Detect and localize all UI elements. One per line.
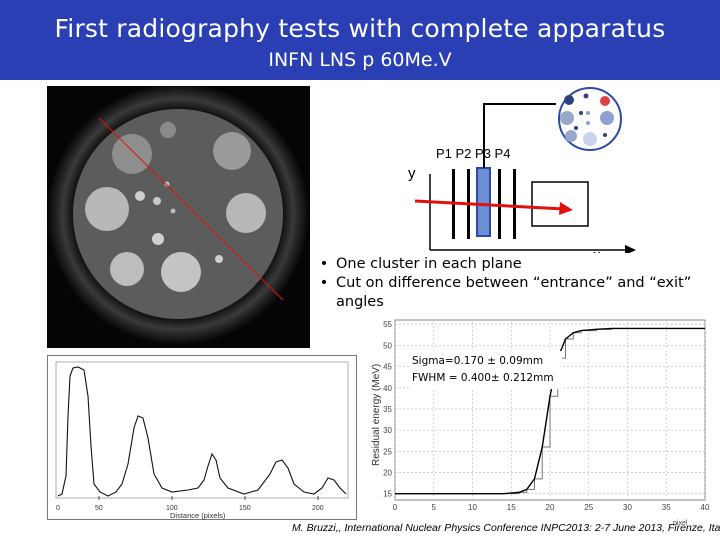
bullet-dot: • (319, 275, 329, 291)
phantom-icon-hole (579, 111, 583, 115)
radiograph-image (47, 83, 310, 348)
phantom-connector (483, 103, 556, 168)
hole-1 (112, 134, 152, 174)
hole-10 (152, 233, 164, 245)
phantom-icon-hole (603, 133, 607, 137)
chart-ylabel: Residual energy (MeV) (371, 364, 382, 466)
profile-tick-label: 0 (56, 505, 60, 512)
chart-y-tick-label: 30 (383, 426, 392, 435)
bullet-item: • Cut on difference between “entrance” a… (312, 274, 717, 293)
bullet-text: One cluster in each plane (336, 256, 522, 272)
chart-x-tick-label: 5 (432, 503, 437, 512)
bullet-continuation: angles (336, 294, 384, 310)
chart-x-tick-label: 40 (701, 503, 710, 512)
chart-x-tick-label: 30 (623, 503, 632, 512)
phantom-icon-hole (583, 132, 597, 146)
hole-2 (160, 122, 176, 138)
hole-5 (135, 191, 145, 201)
chart-x-tick-label: 0 (393, 503, 398, 512)
hole-6 (153, 197, 161, 205)
chart-y-tick-label: 20 (383, 468, 392, 477)
profile-svg: 0 50 100 150 200 Distance (pixels) (55, 361, 349, 520)
chart-y-tick-label: 35 (383, 405, 392, 414)
apparatus-diagram (400, 82, 720, 272)
slide-subtitle: INFN LNS p 60Me.V (268, 49, 452, 71)
chart-x-ticks: 0 5 10 15 20 25 30 35 40 (393, 503, 710, 512)
chart-y-tick-label: 50 (383, 341, 392, 350)
profile-plot: 0 50 100 150 200 Distance (pixels) (47, 355, 357, 520)
hole-8 (170, 208, 176, 214)
phantom-icon-hole (583, 93, 589, 99)
chart-y-ticks: 15 20 25 30 35 40 45 50 55 (383, 320, 392, 498)
chart-x-tick-label: 20 (546, 503, 555, 512)
chart-series (395, 327, 705, 495)
slide-title: First radiography tests with complete ap… (54, 14, 666, 43)
hole-9 (226, 193, 266, 233)
chart-gridlines (394, 320, 706, 500)
phantom-icon-hole (565, 130, 577, 142)
chart-y-tick-label: 15 (383, 490, 392, 499)
profile-xlabel: Distance (pixels) (170, 511, 226, 520)
bullet-text: Cut on difference between “entrance” and… (336, 275, 692, 291)
profile-tick-label: 100 (166, 505, 178, 512)
chart-x-tick-label: 35 (662, 503, 671, 512)
phantom-icon-hole (586, 121, 590, 125)
y-axis-label: y (408, 165, 416, 182)
bullet-item: • One cluster in each plane (312, 255, 717, 274)
phantom-icon-hole (560, 111, 574, 125)
chart-y-tick-label: 40 (383, 384, 392, 393)
bullet-list: • One cluster in each plane • Cut on dif… (312, 253, 717, 314)
chart-xlabel: pixel (673, 520, 688, 526)
hole-7 (164, 181, 170, 187)
proton-track (414, 199, 565, 211)
chart-svg: 15 20 25 30 35 40 45 50 55 0 5 10 15 20 25 30 35 40 Resi… (371, 319, 710, 527)
detector-plane-labels: P1 P2 P3 P4 (436, 146, 511, 161)
phantom-icon-hole (574, 126, 578, 130)
chart-series-fit (395, 327, 705, 495)
chart-x-tick-label: 15 (507, 503, 516, 512)
phantom-icon-hole (600, 111, 614, 125)
title-banner: First radiography tests with complete ap… (0, 0, 720, 80)
annotation-fwhm: FWHM = 0.400± 0.212mm (412, 372, 554, 384)
phantom-icon-hole (564, 95, 574, 105)
residual-energy-chart: 15 20 25 30 35 40 45 50 55 0 5 10 15 20 25 30 35 40 Resi… (370, 316, 710, 527)
profile-frame (55, 361, 349, 499)
phantom-icon-hole (600, 96, 610, 106)
hole-4 (85, 187, 129, 231)
phantom-slab (476, 167, 491, 237)
hole-13 (215, 255, 223, 263)
profile-cut-line (98, 117, 284, 301)
x-axis-arrow (625, 245, 636, 255)
phantom-icon-hole (586, 111, 590, 115)
profile-tick-label: 200 (312, 505, 324, 512)
profile-tick-label: 50 (95, 505, 103, 512)
apparatus-svg (414, 87, 636, 255)
citation-footer: M. Bruzzi,, International Nuclear Physic… (292, 522, 720, 534)
chart-x-tick-label: 25 (584, 503, 593, 512)
proton-track-arrow (559, 202, 573, 215)
profile-tick-label: 150 (239, 505, 251, 512)
chart-x-tick-label: 10 (468, 503, 477, 512)
detector-plane-p4 (513, 169, 516, 239)
detector-plane-p3 (498, 169, 501, 239)
chart-y-tick-label: 25 (383, 447, 392, 456)
annotation-box (410, 351, 562, 389)
hole-12 (161, 252, 201, 292)
radiograph-svg (47, 83, 309, 345)
annotation-sigma: Sigma=0.170 ± 0.09mm (412, 355, 543, 367)
chart-y-tick-label: 45 (383, 363, 392, 372)
hole-11 (110, 252, 144, 286)
hole-3 (213, 132, 251, 170)
bullet-dot: • (319, 256, 329, 272)
chart-y-tick-label: 55 (383, 320, 392, 329)
profile-curve (57, 366, 347, 497)
